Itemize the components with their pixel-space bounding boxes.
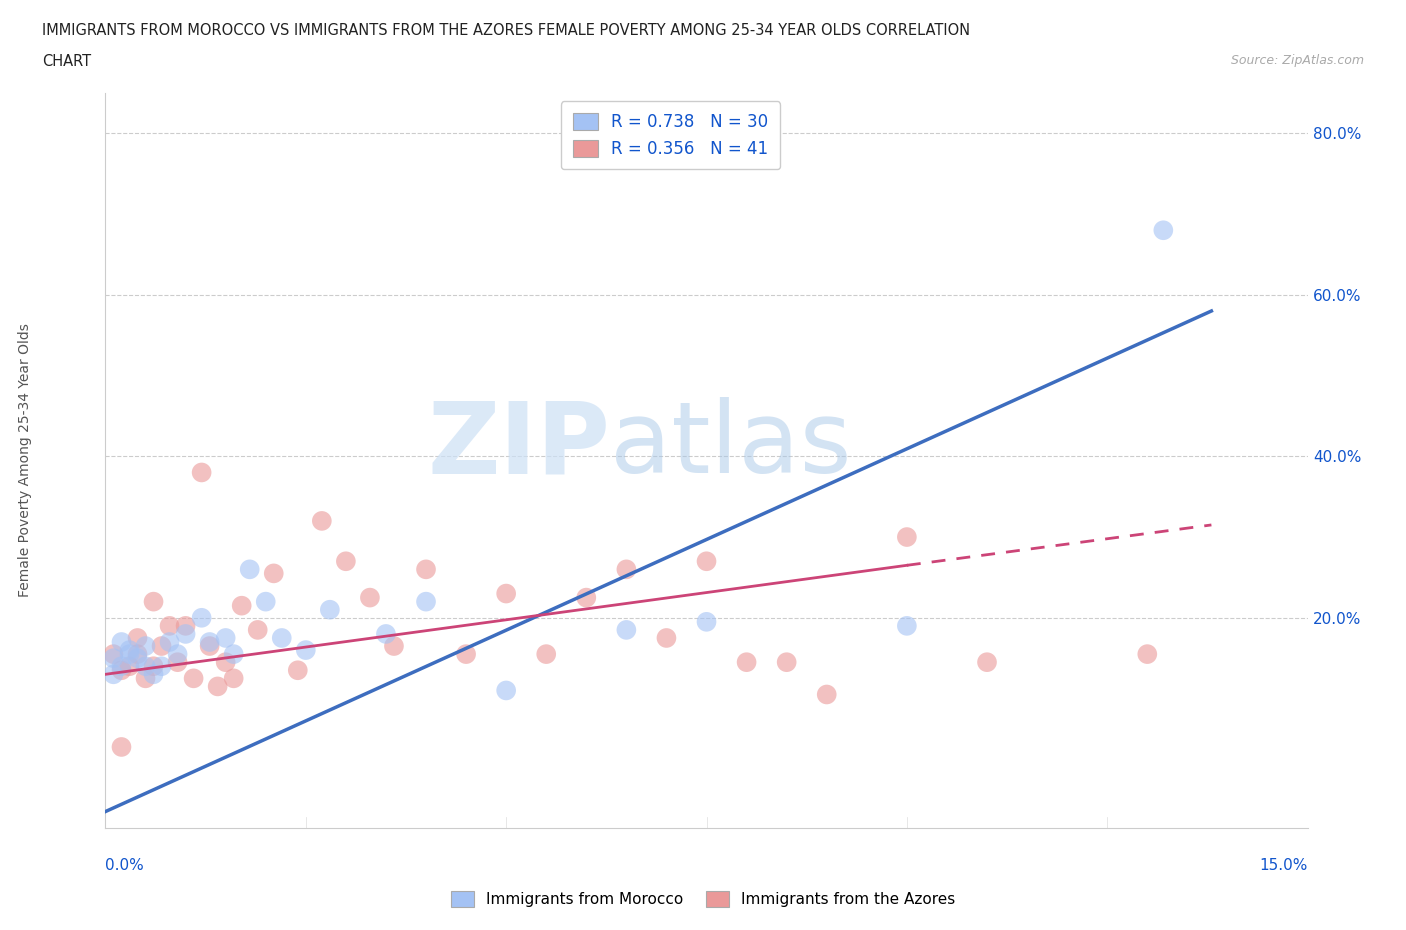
Point — [495, 683, 517, 698]
Point — [135, 658, 157, 673]
Text: ZIP: ZIP — [427, 397, 610, 494]
Point — [142, 658, 165, 673]
Point — [231, 598, 253, 613]
Point — [142, 667, 165, 682]
Point — [207, 679, 229, 694]
Point — [1152, 223, 1174, 238]
Point — [319, 603, 342, 618]
Point — [263, 566, 285, 581]
Point — [696, 554, 718, 569]
Point — [142, 594, 165, 609]
Point — [415, 594, 437, 609]
Point — [127, 651, 149, 666]
Point — [896, 529, 918, 544]
Point — [198, 634, 221, 649]
Legend: Immigrants from Morocco, Immigrants from the Azores: Immigrants from Morocco, Immigrants from… — [444, 884, 962, 913]
Point — [415, 562, 437, 577]
Point — [118, 643, 141, 658]
Point — [150, 639, 173, 654]
Point — [575, 591, 598, 605]
Point — [174, 618, 197, 633]
Point — [190, 465, 212, 480]
Point — [103, 667, 125, 682]
Point — [110, 663, 132, 678]
Point — [135, 639, 157, 654]
Point — [190, 610, 212, 625]
Text: atlas: atlas — [610, 397, 852, 494]
Point — [110, 634, 132, 649]
Point — [270, 631, 292, 645]
Point — [103, 651, 125, 666]
Point — [222, 646, 245, 661]
Text: Female Poverty Among 25-34 Year Olds: Female Poverty Among 25-34 Year Olds — [18, 324, 32, 597]
Point — [239, 562, 262, 577]
Point — [246, 622, 269, 637]
Point — [696, 615, 718, 630]
Point — [110, 658, 132, 673]
Point — [118, 658, 141, 673]
Point — [815, 687, 838, 702]
Point — [295, 643, 318, 658]
Point — [374, 627, 398, 642]
Point — [127, 646, 149, 661]
Point — [198, 639, 221, 654]
Point — [214, 655, 236, 670]
Point — [135, 671, 157, 685]
Point — [166, 655, 188, 670]
Point — [735, 655, 758, 670]
Point — [776, 655, 799, 670]
Text: CHART: CHART — [42, 54, 91, 69]
Text: Source: ZipAtlas.com: Source: ZipAtlas.com — [1230, 54, 1364, 67]
Point — [159, 634, 181, 649]
Point — [150, 658, 173, 673]
Point — [118, 646, 141, 661]
Point — [616, 562, 638, 577]
Point — [359, 591, 381, 605]
Text: 15.0%: 15.0% — [1260, 857, 1308, 872]
Point — [254, 594, 277, 609]
Point — [222, 671, 245, 685]
Text: IMMIGRANTS FROM MOROCCO VS IMMIGRANTS FROM THE AZORES FEMALE POVERTY AMONG 25-34: IMMIGRANTS FROM MOROCCO VS IMMIGRANTS FR… — [42, 23, 970, 38]
Legend: R = 0.738   N = 30, R = 0.356   N = 41: R = 0.738 N = 30, R = 0.356 N = 41 — [561, 101, 780, 169]
Point — [110, 739, 132, 754]
Point — [214, 631, 236, 645]
Point — [166, 646, 188, 661]
Point — [183, 671, 205, 685]
Point — [616, 622, 638, 637]
Point — [335, 554, 357, 569]
Point — [159, 618, 181, 633]
Point — [454, 646, 477, 661]
Point — [287, 663, 309, 678]
Point — [976, 655, 998, 670]
Point — [655, 631, 678, 645]
Point — [896, 618, 918, 633]
Point — [1136, 646, 1159, 661]
Point — [534, 646, 557, 661]
Point — [103, 646, 125, 661]
Point — [495, 586, 517, 601]
Point — [174, 627, 197, 642]
Text: 0.0%: 0.0% — [105, 857, 145, 872]
Point — [382, 639, 405, 654]
Point — [127, 631, 149, 645]
Point — [311, 513, 333, 528]
